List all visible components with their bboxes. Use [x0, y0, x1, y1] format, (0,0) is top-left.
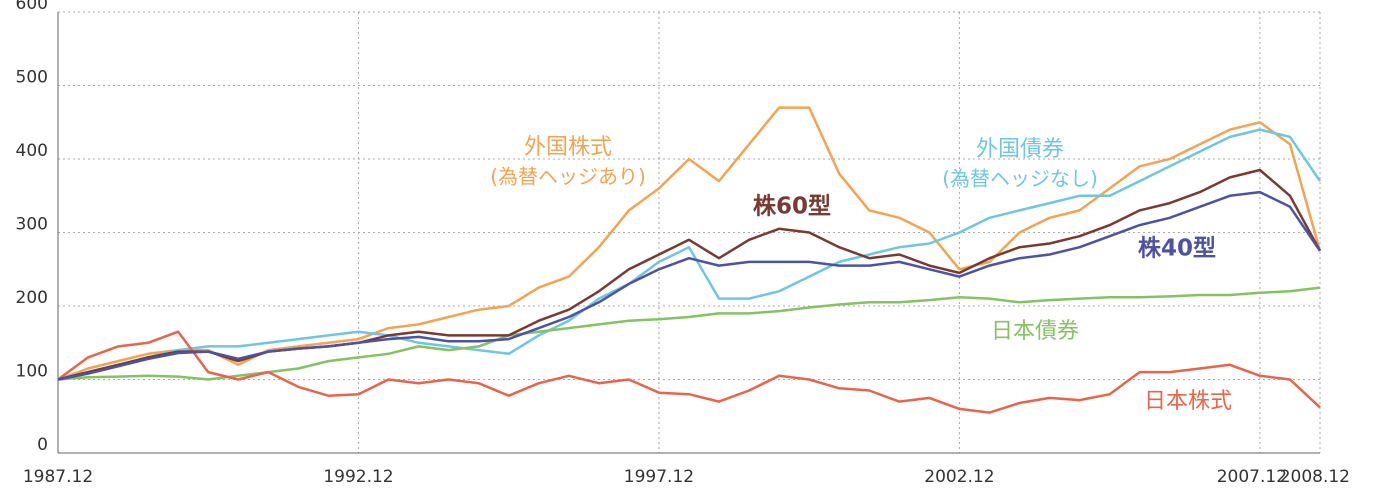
y-tick-label: 0 [37, 435, 48, 455]
series-line [57, 128, 1322, 381]
series-label: 株40型 [1138, 236, 1216, 262]
y-tick-label: 300 [16, 215, 48, 235]
y-tick-label: 400 [16, 141, 48, 161]
y-tick-label: 100 [16, 362, 48, 382]
series-line [57, 168, 1322, 381]
series-label: 外国債券 [976, 137, 1064, 162]
y-tick-label: 500 [16, 68, 48, 88]
x-tick-label: 2007.12 [1217, 467, 1287, 487]
series-label: 日本債券 [991, 319, 1079, 344]
x-tick-label: 1997.12 [624, 467, 694, 487]
series-note: (為替ヘッジあり) [490, 165, 646, 189]
series-line [57, 330, 1321, 414]
series-note: (為替ヘッジなし) [942, 167, 1098, 191]
x-tick-label: 1992.12 [323, 467, 393, 487]
series-label: 株60型 [753, 194, 831, 220]
x-tick-label: 1987.12 [23, 467, 93, 487]
x-tick-label: 2002.12 [924, 467, 994, 487]
series-line [57, 106, 1322, 381]
series-line [57, 286, 1321, 381]
series-label: 外国株式 [524, 135, 612, 160]
x-tick-label: 2008.12 [1280, 467, 1350, 487]
series-line [57, 190, 1322, 381]
y-tick-label: 200 [16, 288, 48, 308]
y-tick-label: 600 [16, 0, 48, 14]
series-label: 日本株式 [1144, 389, 1232, 414]
